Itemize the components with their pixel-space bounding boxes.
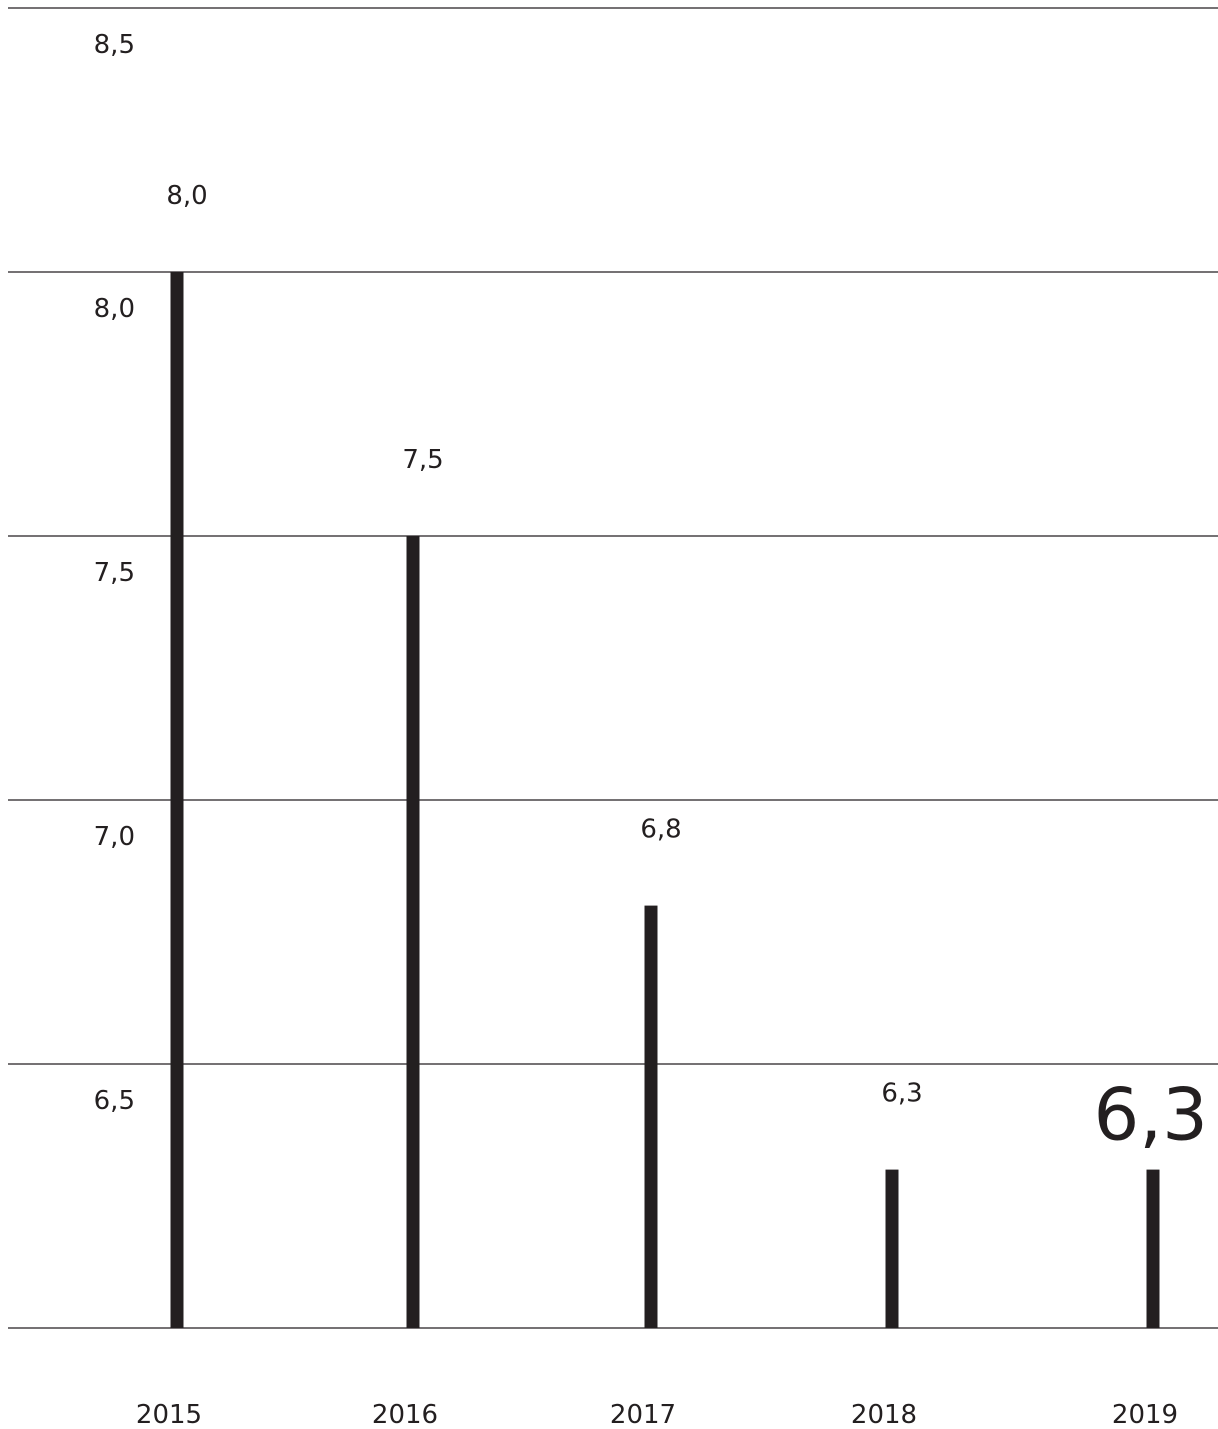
y-tick-label: 8,5 [94, 30, 135, 60]
x-tick-label: 2019 [1112, 1400, 1178, 1429]
bar-2018 [885, 1169, 899, 1328]
x-tick-label: 2016 [372, 1400, 438, 1429]
data-label-2019: 6,3 [1093, 1073, 1208, 1157]
y-axis-tick-labels: 8,5 8,0 7,5 7,0 6,5 [94, 30, 135, 1116]
gridlines [8, 7, 1218, 1329]
y-tick-label: 8,0 [94, 294, 135, 324]
bar-2019 [1146, 1169, 1160, 1328]
x-tick-label: 2015 [136, 1400, 202, 1429]
data-label-2015: 8,0 [166, 181, 207, 211]
bar-2015 [170, 272, 184, 1328]
data-label-2017: 6,8 [640, 815, 681, 845]
x-tick-label: 2017 [610, 1400, 676, 1429]
x-axis-tick-labels: 2015 2016 2017 2018 2019 [136, 1400, 1178, 1429]
data-label-2018: 6,3 [881, 1079, 922, 1109]
bars [170, 272, 1160, 1328]
bar-2017 [644, 905, 658, 1328]
y-tick-label: 6,5 [94, 1086, 135, 1116]
data-label-2016: 7,5 [402, 445, 443, 475]
data-labels: 8,0 7,5 6,8 6,3 6,3 [166, 181, 1208, 1157]
y-tick-label: 7,0 [94, 822, 135, 852]
y-tick-label: 7,5 [94, 558, 135, 588]
bar-2016 [406, 536, 420, 1328]
x-tick-label: 2018 [851, 1400, 917, 1429]
